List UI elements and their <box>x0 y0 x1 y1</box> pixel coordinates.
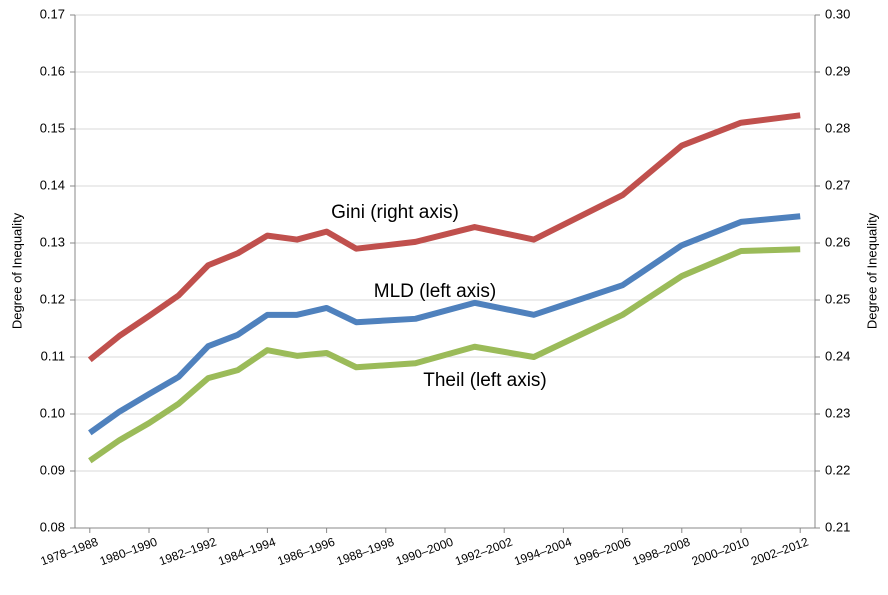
annotation: Gini (right axis) <box>331 202 459 223</box>
x-tick-label: 1986–1996 <box>275 535 337 569</box>
y-axis-label: Degree of Inequality <box>9 212 24 329</box>
x-tick-label: 1978–1988 <box>39 535 101 569</box>
y-tick-label: 0.13 <box>40 234 65 249</box>
y-tick-label: 0.11 <box>41 348 65 363</box>
y-tick-label: 0.14 <box>40 177 65 192</box>
y-tick-label: 0.17 <box>40 6 65 21</box>
y2-tick-label: 0.29 <box>825 63 850 78</box>
y-tick-label: 0.15 <box>40 120 65 135</box>
x-tick-label: 1984–1994 <box>216 535 278 569</box>
y-tick-label: 0.08 <box>40 519 65 534</box>
y-tick-label: 0.16 <box>40 63 65 78</box>
line-series <box>87 112 801 363</box>
x-tick-label: 1998–2008 <box>631 535 693 569</box>
x-tick-label: 1992–2002 <box>453 535 515 569</box>
y2-tick-label: 0.26 <box>825 234 850 249</box>
y2-tick-label: 0.22 <box>825 462 850 477</box>
x-tick-label: 1988–1998 <box>335 535 397 569</box>
x-tick-label: 1982–1992 <box>157 535 219 569</box>
x-tick-label: 1994–2004 <box>512 535 574 569</box>
x-tick-label: 1990–2000 <box>394 535 456 569</box>
x-tick-label: 1996–2006 <box>571 535 633 569</box>
y2-axis-label: Degree of Inequality <box>864 212 879 329</box>
y2-tick-label: 0.30 <box>825 6 850 21</box>
y-tick-label: 0.10 <box>40 405 65 420</box>
x-tick-label: 1980–1990 <box>98 535 160 569</box>
line-series <box>88 213 801 436</box>
x-tick-label: 2002–2012 <box>749 535 811 569</box>
y-tick-label: 0.09 <box>40 462 65 477</box>
y2-tick-label: 0.24 <box>825 348 850 363</box>
x-tick-label: 2000–2010 <box>690 535 752 569</box>
annotation: MLD (left axis) <box>374 281 496 302</box>
y-tick-label: 0.12 <box>40 291 65 306</box>
line-series <box>88 246 801 464</box>
annotation: Theil (left axis) <box>423 370 547 391</box>
y2-tick-label: 0.27 <box>825 177 850 192</box>
y2-tick-label: 0.23 <box>825 405 850 420</box>
y2-tick-label: 0.28 <box>825 120 850 135</box>
y2-tick-label: 0.25 <box>825 291 850 306</box>
y2-tick-label: 0.21 <box>825 519 850 534</box>
